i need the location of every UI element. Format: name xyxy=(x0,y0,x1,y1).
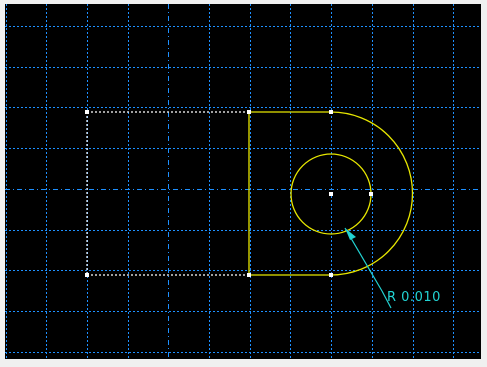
rectangle-sketch[interactable] xyxy=(86,111,249,276)
sketch-canvas[interactable]: R 0.010 xyxy=(5,4,481,359)
vertex-point[interactable] xyxy=(85,110,89,114)
circle-quadrant-point[interactable] xyxy=(369,192,373,196)
vertex-point[interactable] xyxy=(85,273,89,277)
sketch-viewport[interactable]: R 0.010 xyxy=(5,4,481,359)
dimension-leader xyxy=(381,290,392,309)
vertex-point[interactable] xyxy=(247,110,251,114)
grid xyxy=(5,4,481,359)
vertex-point[interactable] xyxy=(329,110,333,114)
radius-dimension-label[interactable]: R 0.010 xyxy=(387,290,441,305)
center-point[interactable] xyxy=(329,192,333,196)
vertex-point[interactable] xyxy=(247,273,251,277)
vertex-point[interactable] xyxy=(329,273,333,277)
dimension-arrowhead xyxy=(345,228,356,240)
d-profile-outline[interactable] xyxy=(248,111,414,276)
